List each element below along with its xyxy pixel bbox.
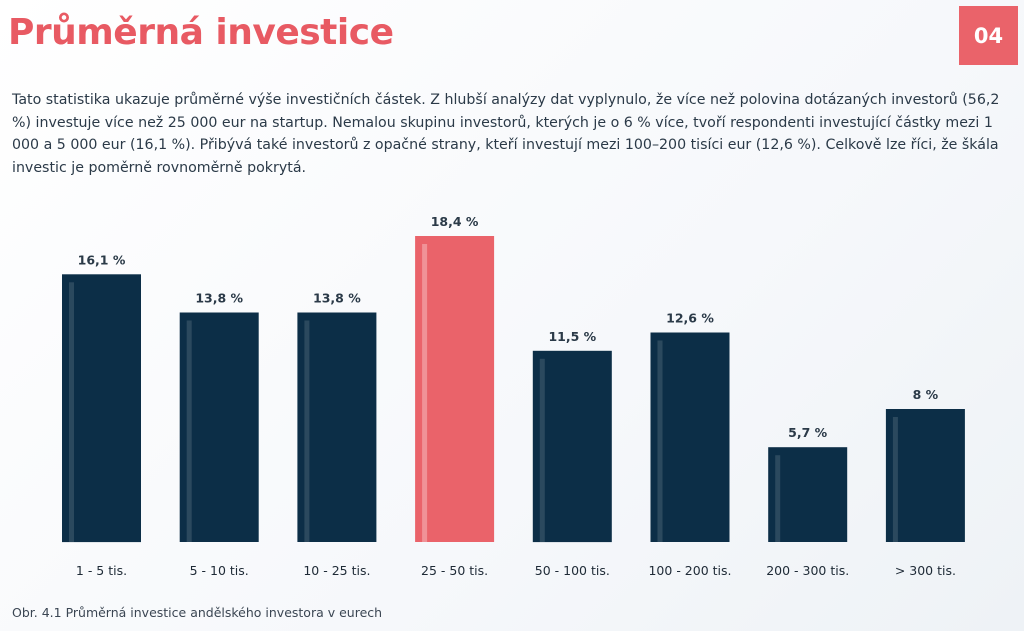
bar [885,409,965,542]
data-label: 8 % [913,387,939,402]
data-label: 11,5 % [548,329,596,344]
page-number-badge: 04 [959,6,1018,65]
category-label: 25 - 50 tis. [421,563,488,578]
data-label: 18,4 % [431,214,479,229]
bar-highlight-stripe [304,320,310,542]
page-title: Průměrná investice [8,12,394,53]
data-label: 13,8 % [195,291,243,306]
bar [179,312,259,542]
category-label: 100 - 200 tis. [648,563,731,578]
bar-highlight-stripe [186,320,192,542]
bar [297,312,377,542]
bar [62,274,141,543]
data-label: 5,7 % [788,425,827,440]
figure-caption: Obr. 4.1 Průměrná investice andělského i… [12,605,383,620]
data-label: 12,6 % [666,311,714,326]
category-label: 1 - 5 tis. [76,563,127,578]
data-label: 16,1 % [78,252,126,267]
bar [650,332,730,542]
bar-highlight-stripe [422,244,428,542]
category-label: 5 - 10 tis. [190,563,249,578]
bar-highlight-stripe [892,417,898,542]
chart-description: Tato statistika ukazuje průměrné výše in… [12,92,1000,176]
category-label: 10 - 25 tis. [303,563,370,578]
bar-highlight-stripe [69,282,74,543]
bar [532,350,612,543]
bar-highlight-stripe [539,358,545,543]
category-label: 200 - 300 tis. [766,563,849,578]
bar-highlight-stripe [775,455,781,542]
data-label: 13,8 % [313,291,361,306]
bar-chart: 16,1 % 1 - 5 tis. 13,8 % 5 - 10 tis. 13,8 % 1… [62,214,965,578]
bar-highlight-stripe [657,340,663,542]
category-label: 50 - 100 tis. [535,563,610,578]
category-label: > 300 tis. [895,563,956,578]
bar [768,447,848,542]
bar [415,236,495,542]
